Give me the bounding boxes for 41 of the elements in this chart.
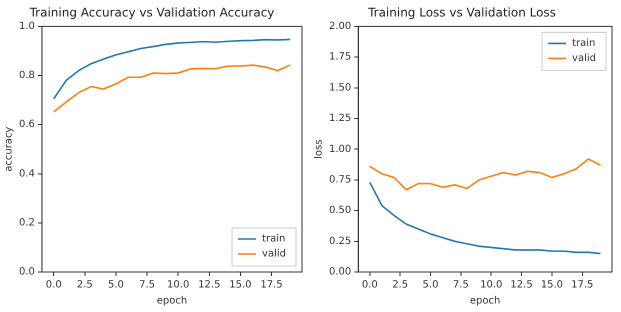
x-tick-label: 10.0 [167,280,190,291]
y-axis-title: loss [314,140,325,159]
y-tick-label: 1.25 [329,113,352,124]
x-tick-label: 7.5 [139,280,156,291]
x-axis-title: epoch [470,296,500,307]
chart-title: Training Accuracy vs Validation Accuracy [28,5,274,20]
legend-label: train [262,234,286,245]
y-tick-label: 1.0 [18,20,35,32]
y-axis-title: accuracy [4,126,15,172]
y-tick-label: 0.0 [18,266,35,278]
legend-label: train [572,38,596,49]
x-tick-label: 0.0 [46,280,62,291]
x-tick-label: 10.0 [480,280,502,291]
y-tick-label: 0.2 [18,217,35,228]
y-tick-label: 1.50 [329,82,352,94]
x-tick-label: 2.5 [392,280,408,291]
x-tick-label: 5.0 [108,280,124,291]
y-tick-label: 0.00 [329,266,352,278]
x-tick-label: 0.0 [362,280,378,291]
y-tick-label: 0.50 [329,205,352,216]
x-tick-label: 17.5 [260,280,283,291]
y-tick-label: 0.75 [329,174,352,186]
legend-label: valid [262,248,286,260]
x-tick-label: 15.0 [229,280,252,291]
y-tick-label: 0.4 [18,168,35,180]
y-tick-label: 1.00 [329,144,352,155]
x-tick-label: 7.5 [452,280,469,291]
legend-label: valid [572,52,596,64]
y-tick-label: 0.8 [18,70,35,82]
chart-title: Training Loss vs Validation Loss [367,5,556,20]
y-tick-label: 2.00 [329,20,352,32]
y-tick-label: 0.6 [18,119,35,130]
x-tick-label: 2.5 [76,280,93,291]
x-tick-label: 5.0 [422,280,438,291]
x-tick-label: 17.5 [571,280,594,291]
x-tick-label: 15.0 [540,280,564,291]
x-axis-title: epoch [156,296,188,307]
y-tick-label: 0.25 [329,236,352,247]
y-tick-label: 1.75 [329,52,352,63]
x-tick-label: 12.5 [198,280,220,291]
x-tick-label: 12.5 [510,280,533,291]
